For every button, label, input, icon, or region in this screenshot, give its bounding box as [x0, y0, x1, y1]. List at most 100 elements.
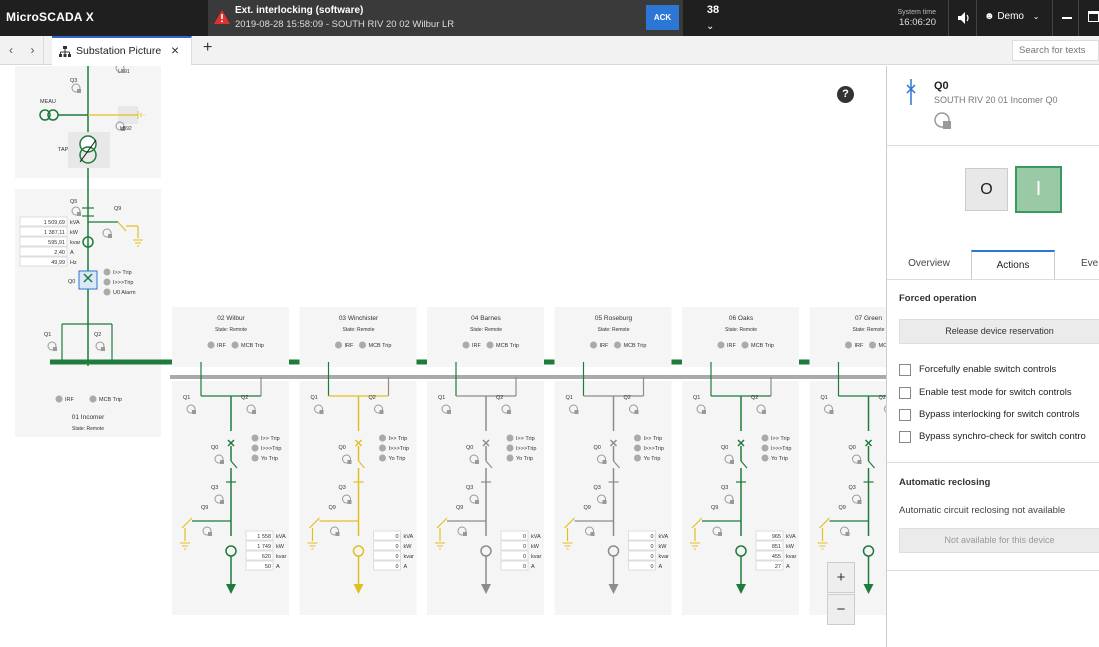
trip-label: U0 Alarm — [113, 290, 136, 296]
indicator-icon — [634, 444, 641, 452]
status-gauge-icon — [319, 410, 324, 414]
label-q9: Q9 — [839, 505, 846, 511]
conductor-line — [181, 517, 193, 529]
label-q9: Q9 — [201, 505, 208, 511]
zoom-in-button[interactable]: + — [827, 562, 855, 593]
measurement-value: 1 749 — [257, 544, 271, 550]
label-meau: MEAU — [40, 99, 56, 105]
reclosing-text: Automatic circuit reclosing not availabl… — [899, 505, 1066, 516]
open-switch-button[interactable]: O — [965, 168, 1008, 211]
close-switch-button[interactable]: I — [1015, 166, 1062, 213]
app-title: MicroSCADA X — [6, 10, 94, 24]
status-gauge-icon — [220, 460, 224, 464]
warning-icon — [214, 10, 230, 24]
label-q2: Q2 — [751, 395, 758, 401]
measurement-box — [500, 550, 529, 561]
status-gauge-icon — [602, 500, 607, 504]
indicator-icon — [251, 444, 259, 452]
forward-icon[interactable]: › — [22, 36, 44, 64]
checkbox-bypass-interlocking[interactable] — [899, 409, 911, 421]
indicator-icon — [506, 434, 514, 442]
label-q0: Q0 — [594, 445, 601, 451]
conductor-line — [309, 517, 320, 529]
mcb-label: MCB Trip — [496, 343, 519, 349]
device-title: Q0 — [934, 80, 949, 92]
checkbox-test-mode[interactable] — [899, 387, 911, 399]
conductor-line — [691, 517, 703, 529]
status-gauge-icon — [379, 410, 384, 414]
release-reservation-button[interactable]: Release device reservation — [899, 319, 1099, 344]
help-icon[interactable]: ? — [837, 86, 854, 103]
label-q3: Q3 — [211, 485, 218, 491]
search-input[interactable] — [1012, 40, 1099, 61]
irf-label: IRF — [855, 343, 865, 349]
label-q1: Q1 — [438, 395, 445, 401]
status-gauge-icon — [585, 526, 594, 536]
measurement-value: 965 — [772, 534, 781, 540]
tab-actions[interactable]: Actions — [971, 250, 1055, 280]
status-gauge-icon — [330, 526, 339, 536]
measurement-unit: kVA — [786, 534, 796, 540]
feeder-header-panel — [172, 307, 289, 367]
alarm-banner[interactable]: Ext. interlocking (software) 2019-08-28 … — [208, 0, 683, 36]
indicator-icon — [251, 434, 259, 442]
tab-events[interactable]: Eve — [1081, 258, 1099, 269]
label-tap: TAP — [58, 147, 69, 153]
breaker-icon — [227, 439, 235, 447]
trip-label: I>>>Trip — [771, 446, 791, 452]
measurement-value: 0 — [523, 554, 526, 560]
alarm-count[interactable]: 38 — [706, 4, 720, 16]
mcb-label: MCB Trip — [624, 343, 647, 349]
indicator-icon — [634, 454, 641, 462]
mcb-label: MCB Trip — [751, 343, 774, 349]
chevron-down-icon: ⌄ — [1032, 12, 1040, 21]
label-q1: Q1 — [693, 395, 700, 401]
status-gauge-icon — [121, 69, 125, 73]
zoom-out-button[interactable]: − — [827, 594, 855, 625]
measurement-value: 0 — [650, 564, 653, 570]
feeder-arrow-icon — [736, 584, 746, 594]
conductor-line — [564, 517, 575, 529]
measurement-value: 1 387,11 — [44, 230, 65, 236]
status-gauge-icon — [208, 532, 212, 536]
status-gauge-icon — [186, 404, 196, 414]
user-menu[interactable]: ☻ Demo ⌄ — [984, 11, 1039, 22]
back-icon[interactable]: ‹ — [9, 43, 13, 57]
feeder-arrow-icon — [226, 584, 236, 594]
trip-label: I>> Trip — [261, 436, 280, 442]
tab-substation-picture[interactable]: Substation Picture × — [52, 36, 192, 65]
reclosing-button: Not available for this device — [899, 528, 1099, 553]
feeder-state: State: Remote — [343, 327, 375, 333]
tab-overview[interactable]: Overview — [908, 258, 950, 269]
trip-label: Yo Trip — [516, 456, 533, 462]
tab-label: Substation Picture — [76, 45, 162, 57]
label-q9: Q9 — [329, 505, 336, 511]
divider — [887, 279, 1099, 280]
ack-button[interactable]: ACK — [646, 5, 679, 30]
checkbox-force-enable[interactable] — [899, 364, 911, 376]
maximize-icon[interactable] — [1088, 11, 1099, 22]
add-tab-button[interactable]: + — [203, 39, 213, 56]
trip-label: Yo Trip — [644, 456, 661, 462]
close-icon[interactable]: × — [171, 42, 180, 58]
indicator-icon — [379, 434, 386, 442]
minimize-icon[interactable] — [1062, 17, 1072, 19]
feeder-arrow-icon — [353, 584, 364, 594]
indicator-icon — [614, 341, 621, 349]
volume-icon[interactable] — [958, 12, 972, 24]
hierarchy-icon — [59, 46, 71, 57]
checkbox-bypass-synchro[interactable] — [899, 431, 911, 443]
label-q1: Q1 — [44, 332, 51, 338]
status-gauge-icon — [246, 404, 256, 414]
label-q0: Q0 — [466, 445, 473, 451]
chevron-down-icon[interactable]: ⌄ — [706, 21, 715, 32]
label-q3: Q3 — [339, 485, 346, 491]
trip-label: I>> Trip — [771, 436, 790, 442]
measurement-box — [245, 530, 274, 541]
status-gauge-icon — [590, 532, 595, 536]
checkbox-label: Bypass synchro-check for switch contro — [919, 431, 1086, 442]
indicator-icon — [741, 341, 749, 349]
earth-icon — [137, 111, 145, 119]
